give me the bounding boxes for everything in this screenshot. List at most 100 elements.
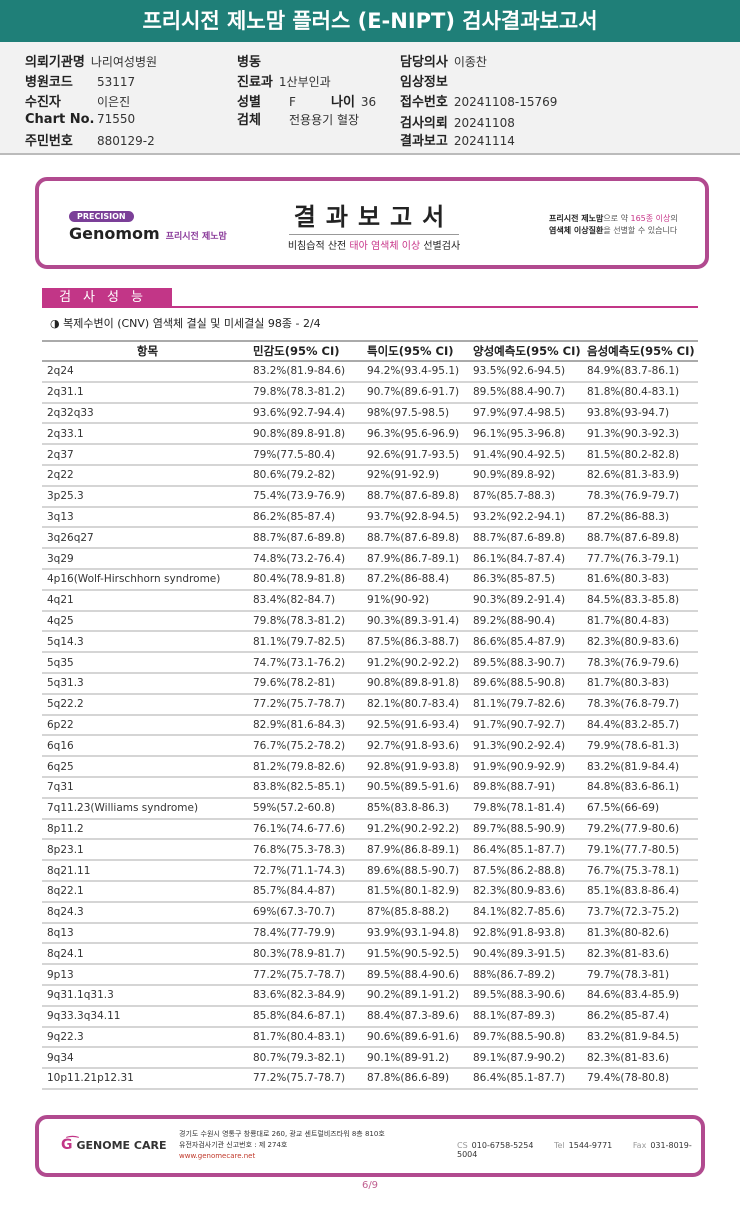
fax-number: 031-8019-5004 xyxy=(457,1141,692,1159)
metric-cell: 86.1%(84.7-87.4) xyxy=(473,548,587,570)
region-cell: 2q24 xyxy=(42,361,253,383)
table-row: 2q37 79%(77.5-80.4) 92.6%(91.7-93.5) 91.4%(… xyxy=(42,444,698,466)
table-row: 8p11.2 76.1%(74.6-77.6) 91.2%(90.2-92.2) 89… xyxy=(42,818,698,841)
metric-cell: 88.7%(87.6-89.8) xyxy=(473,527,587,550)
metric-cell: 81.2%(79.8-82.6) xyxy=(253,756,367,778)
table-row: 2q31.1 79.8%(78.3-81.2) 90.7%(89.6-91.7) 89… xyxy=(42,381,698,404)
section-title: 검사성능 xyxy=(42,288,172,308)
region-cell: 6q25 xyxy=(42,756,253,778)
banner-title: 결과보고서 xyxy=(289,197,459,235)
label: 담당의사 xyxy=(400,55,448,70)
table-row: 5q35 74.7%(73.1-76.2) 91.2%(90.2-92.2) 89.5… xyxy=(42,652,698,674)
precision-badge: PRECISION xyxy=(69,211,134,222)
label: 접수번호 xyxy=(400,95,448,110)
metric-cell: 86.3%(85-87.5) xyxy=(473,568,587,591)
text: 비침습적 산전 xyxy=(287,241,350,252)
metric-cell: 82.3%(80.9-83.6) xyxy=(473,880,587,903)
label: 주민번호 xyxy=(25,134,73,149)
region-cell: 7q11.23(Williams syndrome) xyxy=(42,797,253,820)
metric-cell: 90.1%(89-91.2) xyxy=(367,1047,473,1070)
metric-cell: 86.6%(85.4-87.9) xyxy=(473,631,587,654)
label: Chart No. xyxy=(25,112,95,127)
receipt-no: 20241108-15769 xyxy=(453,95,558,109)
metric-cell: 87%(85.8-88.2) xyxy=(367,901,473,924)
table-row: 8q24.3 69%(67.3-70.7) 87%(85.8-88.2) 84.1%(… xyxy=(42,901,698,924)
metric-cell: 90.6%(89.6-91.6) xyxy=(367,1026,473,1049)
metric-cell: 93.9%(93.1-94.8) xyxy=(367,922,473,945)
metric-cell: 82.3%(80.9-83.6) xyxy=(587,631,698,654)
column-header: 음성예측도(95% CI) xyxy=(587,340,698,362)
metric-cell: 88.7%(87.6-89.8) xyxy=(587,527,698,550)
section-divider xyxy=(42,306,698,308)
metric-cell: 91.9%(90.9-92.9) xyxy=(473,756,587,778)
brand-kr: 프리시전 제노맘 xyxy=(165,232,227,242)
metric-cell: 91.4%(90.4-92.5) xyxy=(473,444,587,466)
region-cell: 9q33.3q34.11 xyxy=(42,1005,253,1028)
metric-cell: 82.9%(81.6-84.3) xyxy=(253,714,367,737)
section-subtitle: ◑ 복제수변이 (CNV) 염색체 결실 및 미세결실 98종 - 2/4 xyxy=(50,317,321,330)
metric-cell: 76.8%(75.3-78.3) xyxy=(253,839,367,862)
metric-cell: 87.5%(86.3-88.7) xyxy=(367,631,473,654)
metric-cell: 77.2%(75.7-78.7) xyxy=(253,1068,367,1090)
metric-cell: 90.7%(89.6-91.7) xyxy=(367,381,473,404)
metric-cell: 78.3%(76.8-79.7) xyxy=(587,693,698,716)
genomom-logo: Genomom 프리시전 제노맘 xyxy=(69,224,227,243)
table-row: 6q25 81.2%(79.8-82.6) 92.8%(91.9-93.8) 91.9… xyxy=(42,756,698,778)
contacts: CS 010-6758-5254 Tel 1544-9771 Fax 031-8019… xyxy=(457,1141,701,1159)
metric-cell: 89.8%(88.7-91) xyxy=(473,776,587,799)
metric-cell: 82.6%(81.3-83.9) xyxy=(587,464,698,487)
metric-cell: 89.6%(88.5-90.8) xyxy=(473,672,587,695)
table-row: 5q31.3 79.6%(78.2-81) 90.8%(89.8-91.8) 89.6… xyxy=(42,672,698,695)
region-cell: 2q22 xyxy=(42,464,253,487)
metric-cell: 77.2%(75.7-78.7) xyxy=(253,693,367,716)
region-cell: 6q16 xyxy=(42,735,253,758)
report-banner: PRECISION Genomom 프리시전 제노맘 결과보고서 비침습적 산전 … xyxy=(35,177,709,269)
text: 프리시전 제노맘 xyxy=(549,214,604,223)
metric-cell: 77.2%(75.7-78.7) xyxy=(253,964,367,986)
region-cell: 5q22.2 xyxy=(42,693,253,716)
metric-cell: 83.6%(82.3-84.9) xyxy=(253,984,367,1007)
region-cell: 3q29 xyxy=(42,548,253,570)
region-cell: 5q14.3 xyxy=(42,631,253,654)
metric-cell: 96.3%(95.6-96.9) xyxy=(367,423,473,446)
metric-cell: 88.1%(87-89.3) xyxy=(473,1005,587,1028)
metric-cell: 74.8%(73.2-76.4) xyxy=(253,548,367,570)
address: 경기도 수원시 영통구 창룡대로 260, 광교 센트럴비즈타워 8층 810호 xyxy=(179,1130,385,1138)
table-row: 4p16(Wolf-Hirschhorn syndrome) 80.4%(78.9… xyxy=(42,568,698,591)
table-row: 2q22 80.6%(79.2-82) 92%(91-92.9) 90.9%(89.8… xyxy=(42,464,698,487)
metric-cell: 80.4%(78.9-81.8) xyxy=(253,568,367,591)
table-row: 7q31 83.8%(82.5-85.1) 90.5%(89.5-91.6) 89.8… xyxy=(42,776,698,799)
metric-cell: 81.7%(80.4-83) xyxy=(587,610,698,633)
table-row: 5q14.3 81.1%(79.7-82.5) 87.5%(86.3-88.7) 86… xyxy=(42,631,698,654)
metric-cell: 81.3%(80-82.6) xyxy=(587,922,698,945)
metric-cell: 93.8%(93-94.7) xyxy=(587,402,698,425)
metric-cell: 85.1%(83.8-86.4) xyxy=(587,880,698,903)
metric-cell: 80.7%(79.3-82.1) xyxy=(253,1047,367,1070)
metric-cell: 83.8%(82.5-85.1) xyxy=(253,776,367,799)
label: 임상정보 xyxy=(400,75,448,90)
metric-cell: 91%(90-92) xyxy=(367,589,473,612)
metric-cell: 81.1%(79.7-82.6) xyxy=(473,693,587,716)
region-cell: 3q26q27 xyxy=(42,527,253,550)
metric-cell: 87.8%(86.6-89) xyxy=(367,1068,473,1090)
metric-cell: 86.2%(85-87.4) xyxy=(587,1005,698,1028)
metric-cell: 85%(83.8-86.3) xyxy=(367,797,473,820)
metric-cell: 87%(85.7-88.3) xyxy=(473,485,587,508)
metric-cell: 78.4%(77-79.9) xyxy=(253,922,367,945)
region-cell: 8q22.1 xyxy=(42,880,253,903)
metric-cell: 92.6%(91.7-93.5) xyxy=(367,444,473,466)
label: 수진자 xyxy=(25,95,61,110)
region-cell: 5q31.3 xyxy=(42,672,253,695)
metric-cell: 79.2%(77.9-80.6) xyxy=(587,818,698,841)
table-row: 9q22.3 81.7%(80.4-83.1) 90.6%(89.6-91.6) 89… xyxy=(42,1026,698,1049)
metric-cell: 87.9%(86.7-89.1) xyxy=(367,548,473,570)
banner-subtitle: 비침습적 산전 태아 염색체 이상 선별검사 xyxy=(269,237,479,252)
resident-id: 880129-2 xyxy=(97,134,155,148)
address-block: 경기도 수원시 영통구 창룡대로 260, 광교 센트럴비즈타워 8층 810호… xyxy=(179,1129,385,1162)
website-link[interactable]: www.genomecare.net xyxy=(179,1152,256,1160)
region-cell: 8p11.2 xyxy=(42,818,253,841)
metric-cell: 93.2%(92.2-94.1) xyxy=(473,506,587,529)
text: 으로 약 xyxy=(603,214,631,223)
metric-cell: 79.8%(78.3-81.2) xyxy=(253,381,367,404)
metric-cell: 82.1%(80.7-83.4) xyxy=(367,693,473,716)
